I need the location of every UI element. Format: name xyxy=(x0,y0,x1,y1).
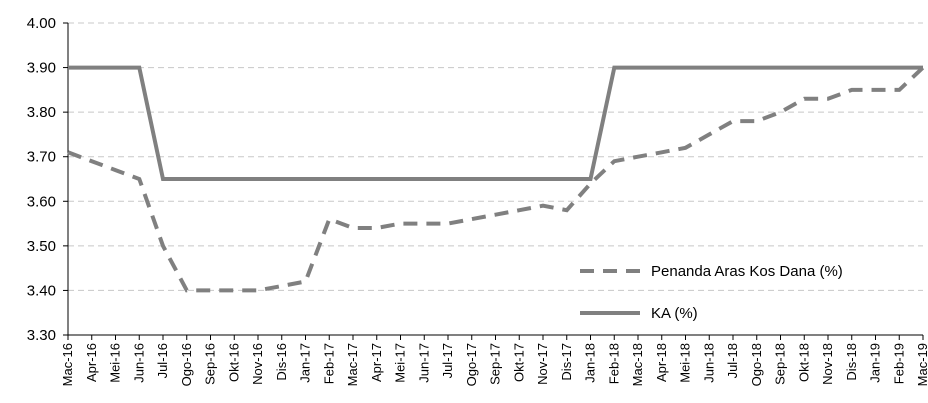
x-tick-labels: Mac-16 Apr-16 Mei-16 Jun-16 Jul-16 Ogo-16 Sep-… xyxy=(60,343,928,386)
y-tick-label: 3.60 xyxy=(27,193,56,210)
x-tick-label: Okt-17 xyxy=(511,343,526,382)
x-tick-label: Feb-19 xyxy=(891,343,906,384)
y-tick-label: 3.90 xyxy=(27,60,56,77)
x-tick-label: Sep-16 xyxy=(203,343,218,385)
x-tick-label: Jun-16 xyxy=(131,343,146,383)
x-tick-label: Apr-17 xyxy=(369,343,384,382)
x-tick-label: Mac-18 xyxy=(630,343,645,386)
y-tick-label: 3.80 xyxy=(27,104,56,121)
x-tick-label: Feb-17 xyxy=(321,343,336,384)
x-tick-label: Ogo-17 xyxy=(464,343,479,386)
y-tick-label: 3.40 xyxy=(27,282,56,299)
x-tick-label: Dis-16 xyxy=(274,343,289,381)
x-tick-label: Feb-18 xyxy=(606,343,621,384)
legend-label: KA (%) xyxy=(651,305,698,322)
y-tick-label: 4.00 xyxy=(27,15,56,32)
x-tick-label: Nov-18 xyxy=(820,343,835,385)
x-tick-label: Jun-17 xyxy=(416,343,431,383)
x-tick-label: Dis-18 xyxy=(844,343,859,381)
x-tick-label: Mei-16 xyxy=(108,343,123,383)
x-tick-label: Ogo-16 xyxy=(179,343,194,386)
x-tick-label: Okt-16 xyxy=(226,343,241,382)
series-line-solid xyxy=(68,65,923,181)
x-tick-label: Jun-18 xyxy=(701,343,716,383)
series-lines xyxy=(67,65,925,293)
x-tick-label: Apr-16 xyxy=(84,343,99,382)
x-tick-label: Sep-17 xyxy=(488,343,503,385)
x-tick-label: Jul-16 xyxy=(155,343,170,378)
x-tick-label: Mac-16 xyxy=(60,343,75,386)
x-tick-label: Jan-17 xyxy=(298,343,313,383)
y-tick-labels: 3.30 3.40 3.50 3.60 3.70 3.80 3.90 4.00 xyxy=(27,15,56,344)
x-tick-label: Jul-18 xyxy=(725,343,740,378)
x-tick-label: Okt-18 xyxy=(796,343,811,382)
x-tick-label: Nov-17 xyxy=(535,343,550,385)
y-tick-label: 3.70 xyxy=(27,149,56,166)
legend: Penanda Aras Kos Dana (%) KA (%) xyxy=(580,263,843,322)
x-tick-label: Mei-17 xyxy=(393,343,408,383)
y-tick-label: 3.50 xyxy=(27,238,56,255)
x-tick-label: Jul-17 xyxy=(440,343,455,378)
x-tick-label: Jan-19 xyxy=(868,343,883,383)
x-tick-label: Mac-17 xyxy=(345,343,360,386)
series-line-dashed xyxy=(67,66,925,293)
x-tick-label: Sep-18 xyxy=(773,343,788,385)
axes xyxy=(63,22,924,340)
x-tick-label: Apr-18 xyxy=(654,343,669,382)
x-tick-label: Nov-16 xyxy=(250,343,265,385)
x-tick-label: Mac-19 xyxy=(915,343,928,386)
y-gridlines xyxy=(68,22,923,291)
x-tick-label: Jan-18 xyxy=(583,343,598,383)
x-tick-label: Ogo-18 xyxy=(749,343,764,386)
x-tick-label: Dis-17 xyxy=(559,343,574,381)
y-tick-label: 3.30 xyxy=(27,327,56,344)
legend-label: Penanda Aras Kos Dana (%) xyxy=(651,263,843,280)
x-tick-label: Mei-18 xyxy=(678,343,693,383)
